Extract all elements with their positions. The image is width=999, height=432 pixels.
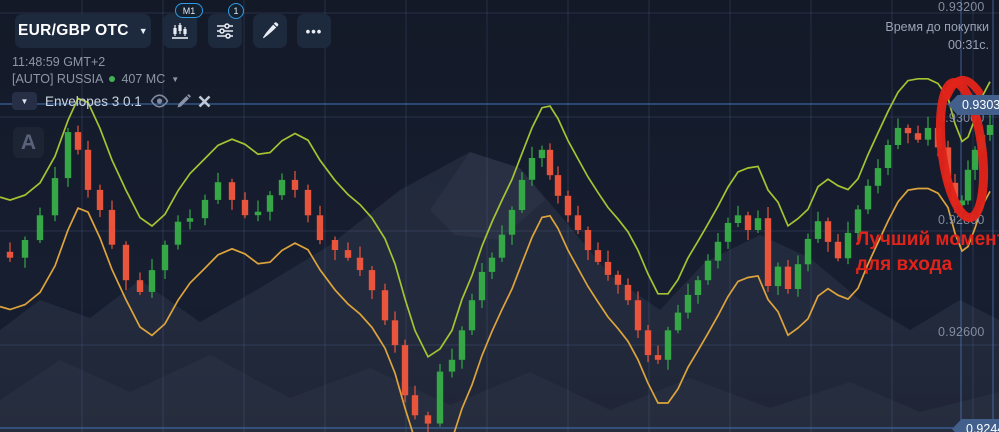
indicator-collapse-button[interactable]: ▼ bbox=[12, 92, 37, 110]
indicators-count-badge: 1 bbox=[228, 3, 244, 19]
server-status-row[interactable]: [AUTO] RUSSIA 407 МС ▼ bbox=[12, 72, 179, 86]
drawing-tools-button[interactable] bbox=[253, 14, 287, 48]
server-clock: 11:48:59 GMT+2 bbox=[12, 55, 106, 69]
lower-price-tag: 0.92444 bbox=[952, 419, 999, 432]
close-icon[interactable] bbox=[198, 95, 211, 108]
annotation-line2: для входа bbox=[856, 254, 953, 275]
countdown-label: Время до покупки bbox=[885, 20, 989, 34]
brush-icon bbox=[263, 22, 279, 39]
chevron-down-icon: ▼ bbox=[171, 74, 180, 84]
asset-selector-button[interactable]: EUR/GBP OTC ▼ bbox=[15, 14, 151, 48]
annotation-circle-overlap bbox=[943, 76, 983, 100]
countdown-value: 00:31с. bbox=[947, 38, 989, 52]
timeframe-badge: M1 bbox=[175, 3, 203, 18]
candlestick-chart-icon bbox=[172, 23, 188, 39]
chevron-down-icon: ▼ bbox=[138, 26, 148, 36]
connection-status-icon bbox=[109, 76, 116, 82]
asset-name: EUR/GBP OTC bbox=[18, 22, 129, 39]
indicators-button[interactable] bbox=[208, 14, 242, 48]
annotation-text: Лучший момент для входа bbox=[856, 227, 999, 277]
annotation-line1: Лучший момент bbox=[856, 229, 999, 250]
chevron-down-icon: ▼ bbox=[20, 96, 29, 106]
more-tools-button[interactable]: ••• bbox=[297, 14, 331, 48]
ping-value: 407 МС bbox=[121, 72, 166, 86]
eye-icon[interactable] bbox=[150, 94, 169, 108]
indicator-label: Envelopes 3 0.1 bbox=[45, 93, 142, 109]
chart-type-button[interactable] bbox=[163, 14, 197, 48]
sliders-icon bbox=[217, 23, 233, 39]
axis-label: 0.92600 bbox=[938, 325, 985, 339]
active-indicator-row: ▼ Envelopes 3 0.1 bbox=[12, 92, 211, 110]
axis-label: 0.93200 bbox=[938, 0, 985, 14]
purchase-countdown: Время до покупки 00:31с. bbox=[885, 18, 989, 54]
watermark-letter: A bbox=[13, 127, 44, 158]
pencil-icon[interactable] bbox=[176, 93, 191, 109]
ellipsis-icon: ••• bbox=[305, 23, 323, 39]
server-name: [AUTO] RUSSIA bbox=[12, 72, 104, 86]
